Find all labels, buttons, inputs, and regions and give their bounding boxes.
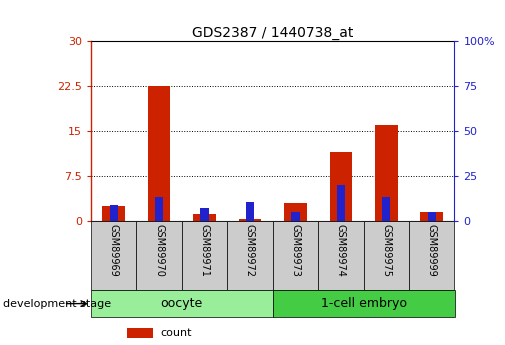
Bar [238, 219, 262, 221]
Bar [193, 214, 216, 221]
Bar [227, 221, 273, 290]
Text: development stage: development stage [3, 299, 111, 308]
Bar [329, 152, 352, 221]
Bar [102, 206, 125, 221]
Text: GSM89974: GSM89974 [336, 224, 346, 277]
Text: GSM89972: GSM89972 [245, 224, 255, 277]
Bar [291, 212, 299, 221]
Bar [127, 328, 153, 338]
Bar [273, 221, 318, 290]
Text: count: count [160, 328, 191, 338]
Bar [136, 221, 182, 290]
Bar [428, 212, 436, 221]
Text: GSM89973: GSM89973 [290, 224, 300, 277]
Bar [246, 202, 254, 221]
Bar [375, 125, 398, 221]
Bar [273, 290, 454, 317]
Bar [200, 208, 209, 221]
Bar [318, 221, 364, 290]
Bar [155, 197, 163, 221]
Text: GSM89999: GSM89999 [427, 224, 437, 277]
Bar [91, 290, 273, 317]
Bar [382, 197, 390, 221]
Text: GSM89975: GSM89975 [381, 224, 391, 277]
Bar [364, 221, 409, 290]
Text: GSM89969: GSM89969 [109, 224, 119, 277]
Bar [284, 203, 307, 221]
Bar [409, 221, 454, 290]
Bar [420, 212, 443, 221]
Text: GSM89970: GSM89970 [154, 224, 164, 277]
Bar [182, 221, 227, 290]
Bar [337, 185, 345, 221]
Title: GDS2387 / 1440738_at: GDS2387 / 1440738_at [192, 26, 354, 40]
Bar [147, 86, 170, 221]
Bar [91, 221, 136, 290]
Text: oocyte: oocyte [161, 297, 203, 310]
Text: GSM89971: GSM89971 [199, 224, 210, 277]
Text: 1-cell embryo: 1-cell embryo [321, 297, 407, 310]
Bar [110, 205, 118, 221]
